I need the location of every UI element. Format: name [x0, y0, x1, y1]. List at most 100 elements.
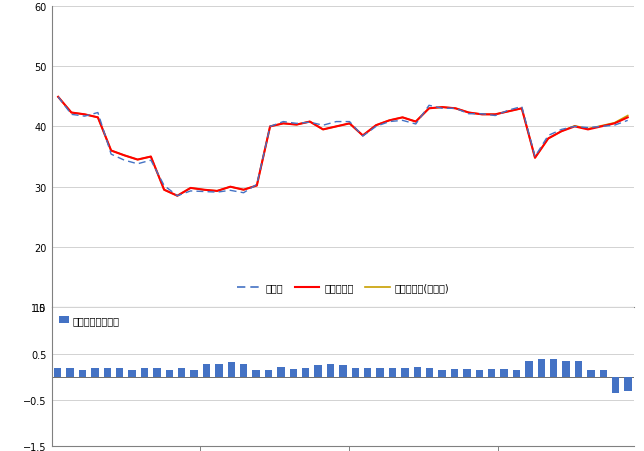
Text: 7: 7 [386, 314, 392, 323]
Text: 10: 10 [291, 314, 302, 323]
Text: 7: 7 [69, 314, 74, 323]
Text: 7: 7 [175, 314, 180, 323]
Bar [439, 370, 446, 377]
Bar [178, 368, 185, 377]
Text: 7: 7 [545, 314, 551, 323]
Text: 1: 1 [519, 314, 524, 323]
Text: 1: 1 [148, 314, 153, 323]
Text: 23年: 23年 [281, 327, 299, 337]
Bar [215, 364, 223, 377]
Legend: 新旧差（新－旧）: 新旧差（新－旧） [57, 313, 123, 328]
Text: 4: 4 [55, 314, 61, 323]
Text: 1: 1 [466, 314, 471, 323]
Bar [562, 361, 570, 377]
Text: 4: 4 [321, 314, 326, 323]
Text: 7: 7 [440, 314, 445, 323]
Text: 7: 7 [281, 314, 286, 323]
Bar [513, 370, 520, 377]
Text: 7: 7 [227, 314, 233, 323]
Bar [314, 365, 322, 377]
Text: 10: 10 [450, 314, 460, 323]
Bar [364, 368, 372, 377]
Text: 1: 1 [201, 314, 207, 323]
Text: 27年: 27年 [493, 327, 511, 337]
Bar [339, 365, 346, 377]
Text: 26年: 26年 [440, 327, 458, 337]
Text: 10: 10 [503, 314, 514, 323]
Bar [526, 361, 533, 377]
Bar [252, 370, 260, 377]
Text: 1: 1 [254, 314, 260, 323]
Bar [302, 368, 310, 377]
Text: 1: 1 [625, 314, 630, 323]
Text: 25年: 25年 [387, 327, 405, 337]
Text: 29年: 29年 [605, 327, 623, 337]
Bar [277, 367, 285, 377]
Bar [91, 368, 99, 377]
Bar [476, 370, 483, 377]
Text: 7: 7 [493, 314, 498, 323]
Bar [451, 369, 459, 377]
Text: 10: 10 [556, 314, 567, 323]
Text: 1: 1 [360, 314, 365, 323]
Bar [413, 367, 421, 377]
Text: 28年: 28年 [545, 327, 564, 337]
Bar [153, 368, 160, 377]
Bar [538, 359, 545, 377]
Text: 10: 10 [345, 314, 355, 323]
Bar [401, 368, 409, 377]
Bar [575, 361, 582, 377]
Text: 1: 1 [413, 314, 419, 323]
Text: 10: 10 [185, 314, 196, 323]
Bar [600, 370, 607, 377]
Text: 19年: 19年 [69, 327, 87, 337]
Text: 21年: 21年 [175, 327, 193, 337]
Bar [500, 369, 508, 377]
Bar [227, 362, 235, 377]
Bar [376, 368, 384, 377]
Text: 4: 4 [267, 314, 272, 323]
Bar [463, 369, 471, 377]
Text: 4: 4 [585, 314, 591, 323]
Text: 20年: 20年 [122, 327, 140, 337]
Text: 7: 7 [334, 314, 339, 323]
Text: 1: 1 [307, 314, 312, 323]
Bar [128, 370, 136, 377]
Text: 10: 10 [238, 314, 249, 323]
Bar [79, 370, 86, 377]
Bar [54, 368, 61, 377]
Bar [66, 368, 74, 377]
Bar [327, 364, 334, 377]
Bar [550, 359, 558, 377]
Bar [352, 368, 359, 377]
Text: 10: 10 [79, 314, 90, 323]
Bar [240, 364, 247, 377]
Text: 22年: 22年 [228, 327, 246, 337]
Bar [612, 377, 620, 393]
Text: 24年: 24年 [334, 327, 352, 337]
Bar [389, 368, 396, 377]
Text: 4: 4 [162, 314, 167, 323]
Bar [141, 368, 148, 377]
Bar [166, 370, 173, 377]
Text: 10: 10 [133, 314, 143, 323]
Text: 4: 4 [533, 314, 538, 323]
Bar [625, 377, 632, 391]
Bar [426, 368, 433, 377]
Text: 7: 7 [598, 314, 604, 323]
Bar [116, 368, 124, 377]
Bar [488, 369, 495, 377]
Text: 4: 4 [108, 314, 114, 323]
Text: 1: 1 [95, 314, 100, 323]
Bar [290, 369, 297, 377]
Bar [191, 370, 198, 377]
Bar [203, 364, 210, 377]
Legend: 原系列, 季節調整値, 季節調整値(改訂前): 原系列, 季節調整値, 季節調整値(改訂前) [233, 279, 453, 297]
Text: 10: 10 [609, 314, 620, 323]
Bar [587, 370, 594, 377]
Text: 4: 4 [214, 314, 220, 323]
Bar [265, 370, 272, 377]
Text: 4: 4 [374, 314, 379, 323]
Text: 7: 7 [122, 314, 127, 323]
Text: 4: 4 [426, 314, 431, 323]
